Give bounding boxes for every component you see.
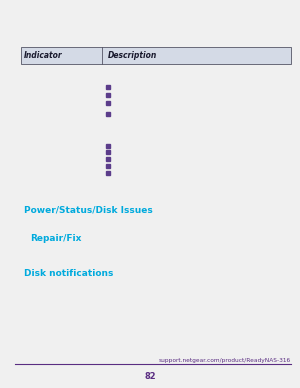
Text: support.netgear.com/product/ReadyNAS-316: support.netgear.com/product/ReadyNAS-316: [159, 358, 291, 362]
Text: Power/Status/Disk Issues: Power/Status/Disk Issues: [24, 205, 153, 214]
Text: Disk notifications: Disk notifications: [24, 269, 113, 278]
Text: Repair/Fix: Repair/Fix: [30, 234, 81, 243]
Text: 82: 82: [144, 372, 156, 381]
FancyBboxPatch shape: [21, 47, 291, 64]
Text: Description: Description: [108, 51, 157, 60]
Text: Indicator: Indicator: [24, 51, 63, 60]
